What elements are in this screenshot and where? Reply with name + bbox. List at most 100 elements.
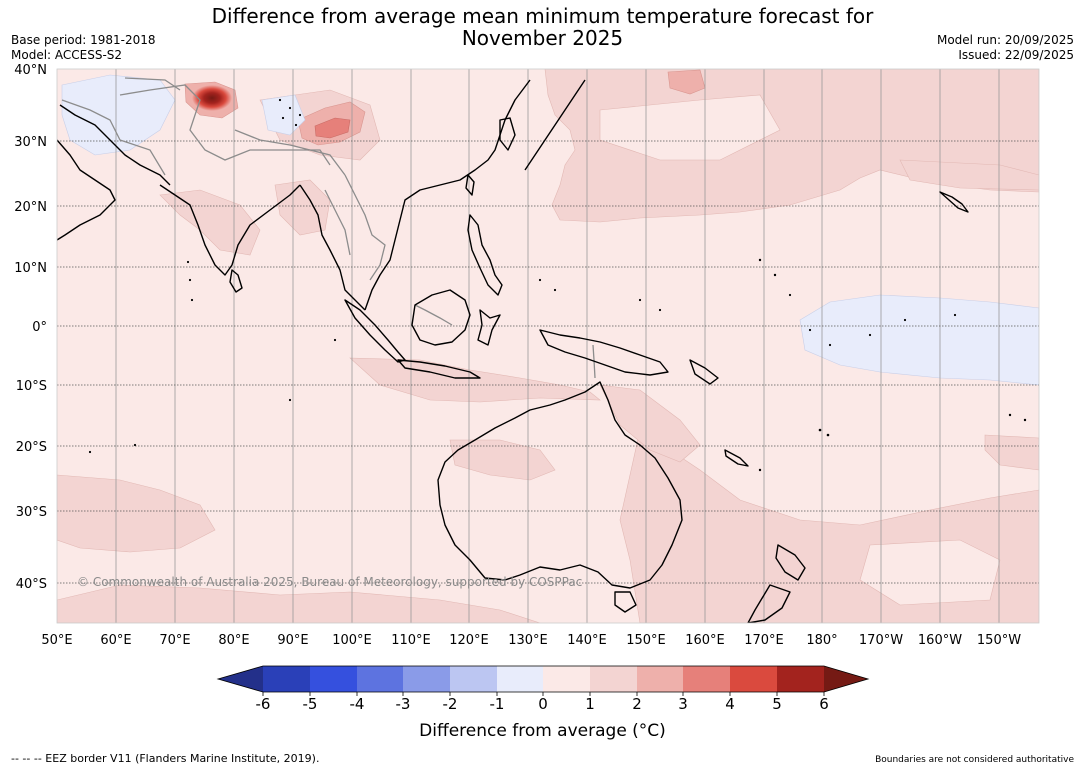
lon-label: 180°: [806, 633, 837, 648]
latitude-labels: 40°N 30°N 20°N 10°N 0° 10°S 20°S 30°S 40…: [14, 63, 47, 592]
anomaly-tasman: [984, 434, 1039, 471]
chart-title: Difference from average mean minimum tem…: [0, 5, 1085, 49]
border-china-india: [234, 129, 346, 176]
coast-india: [159, 184, 301, 276]
meta-left: Base period: 1981-2018 Model: ACCESS-S2: [11, 33, 156, 63]
colorbar-tick-label: -4: [350, 695, 365, 713]
lon-label: 60°E: [100, 633, 131, 648]
anomaly-north-pacific-gap: [599, 94, 781, 161]
colorbar-bin: [543, 666, 590, 692]
country-borders: [61, 77, 596, 379]
coast-bay-bengal-east: [299, 184, 366, 311]
meta-right: Model run: 20/09/2025 Issued: 22/09/2025: [937, 33, 1074, 63]
coast-arabia: [57, 139, 116, 241]
lon-label: 100°E: [332, 633, 372, 648]
colorbar-bin: [310, 666, 357, 692]
border-south-asia: [119, 84, 331, 166]
model-name: Model: ACCESS-S2: [11, 48, 123, 62]
colorbar-bin: [637, 666, 683, 692]
lon-label: 90°E: [277, 633, 308, 648]
lat-label: 10°N: [14, 261, 47, 276]
title-line-2: November 2025: [461, 26, 624, 50]
colorbar-bin: [683, 666, 730, 692]
longitude-labels: 50°E 60°E 70°E 80°E 90°E 100°E 110°E 120…: [41, 633, 1021, 648]
colorbar-tick-label: -6: [256, 695, 271, 713]
base-period: Base period: 1981-2018: [11, 33, 156, 47]
anomaly-coral-sea: [599, 384, 701, 463]
coastlines: [57, 79, 969, 623]
border-central-asia: [61, 99, 166, 176]
coast-new-zealand-south: [747, 584, 791, 623]
colorbar-ticks: [262, 692, 825, 696]
pacific-islands: [88, 98, 1027, 472]
lon-label: 160°W: [918, 633, 962, 648]
colorbar-tick-label: 2: [632, 695, 642, 713]
lon-label: 70°E: [159, 633, 190, 648]
colorbar-title: Difference from average (°C): [419, 721, 666, 741]
coast-borneo: [411, 289, 471, 346]
anomaly-north-pacific-patch: [667, 69, 706, 95]
title-line-1: Difference from average mean minimum tem…: [211, 4, 874, 28]
coast-taiwan: [465, 174, 475, 196]
lat-label: 30°N: [14, 135, 47, 150]
colorbar-tick-label: 4: [725, 695, 735, 713]
lat-label: 40°S: [16, 577, 47, 592]
coast-sulawesi: [477, 309, 501, 346]
coast-new-guinea: [539, 329, 669, 376]
eez-note: -- -- -- EEZ border V11 (Flanders Marine…: [11, 752, 320, 765]
lat-label: 0°: [32, 320, 47, 335]
anomaly-himalaya-core: [314, 117, 351, 139]
coast-japan: [524, 79, 586, 171]
cool-equatorial-pacific: [799, 294, 1039, 386]
coast-hawaii: [939, 191, 969, 213]
lat-label: 10°S: [16, 379, 47, 394]
issued-date: Issued: 22/09/2025: [958, 48, 1074, 62]
lon-label: 160°E: [685, 633, 725, 648]
colorbar-tick-label: 6: [819, 695, 829, 713]
coast-tasmania: [614, 591, 637, 613]
border-new-guinea: [592, 344, 596, 379]
border-kazakh: [124, 77, 181, 91]
lat-label: 30°S: [16, 505, 47, 520]
colorbar-tick-label: 5: [772, 695, 782, 713]
colorbar-tick-label: 3: [678, 695, 688, 713]
anomaly-cool-regions: [61, 74, 1039, 386]
lon-label: 50°E: [41, 633, 72, 648]
map-frame: [56, 68, 1040, 624]
boundaries-note: Boundaries are not considered authoritat…: [875, 755, 1074, 765]
border-myanmar-thai: [324, 189, 351, 256]
lon-label: 120°E: [449, 633, 489, 648]
colorbar-bin: [403, 666, 450, 692]
anomaly-3-4-regions: [314, 117, 351, 139]
anomaly-hotspot-kashmir: [192, 85, 232, 111]
anomaly-south-pacific-gap: [859, 539, 1001, 606]
colorbar-tick-label: -5: [303, 695, 318, 713]
coast-persian-gulf: [59, 104, 171, 186]
lat-label: 20°N: [14, 200, 47, 215]
lon-label: 80°E: [218, 633, 249, 648]
model-run: Model run: 20/09/2025: [936, 33, 1074, 47]
anomaly-hawaii-east: [899, 159, 1039, 191]
meridian-lines: [115, 69, 1000, 623]
lon-label: 150°W: [977, 633, 1021, 648]
lon-label: 110°E: [391, 633, 431, 648]
border-indochina: [344, 174, 386, 281]
anomaly-indian-ocean-south: [57, 474, 216, 553]
colorbar-tick-label: 0: [538, 695, 548, 713]
anomaly-australia-interior: [449, 439, 556, 481]
colorbar-arrow-low: [218, 666, 263, 692]
coast-new-caledonia: [724, 449, 749, 467]
colorbar-bin: [450, 666, 497, 692]
coast-australia: [437, 381, 683, 589]
colorbar-bin: [497, 666, 543, 692]
lon-label: 130°E: [508, 633, 548, 648]
map-plot-area: © Commonwealth of Australia 2025, Bureau…: [57, 69, 1039, 623]
anomaly-bay-of-bengal: [274, 179, 331, 236]
coast-solomons: [689, 359, 719, 385]
copyright-notice: © Commonwealth of Australia 2025, Bureau…: [77, 575, 582, 589]
cool-tarim: [261, 94, 306, 136]
colorbar-tick-label: -1: [490, 695, 505, 713]
colorbar-tick-label: -3: [396, 695, 411, 713]
lat-label: 40°N: [14, 63, 47, 78]
